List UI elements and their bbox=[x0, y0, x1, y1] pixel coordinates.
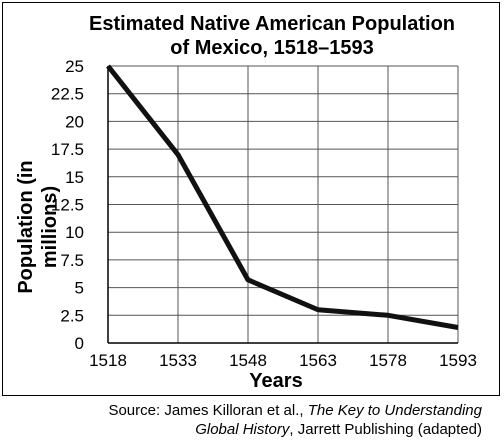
y-axis-label: Population (in millions) bbox=[14, 127, 62, 327]
source-suffix: , Jarrett Publishing (adapted) bbox=[289, 421, 482, 438]
y-tick-label: 5 bbox=[75, 279, 84, 298]
x-tick-label: 1533 bbox=[159, 351, 197, 370]
series-line bbox=[108, 66, 458, 327]
y-tick-label: 15 bbox=[65, 168, 84, 187]
source-line-1: Source: James Killoran et al., The Key t… bbox=[108, 401, 482, 420]
y-tick-label: 22.5 bbox=[51, 85, 84, 104]
x-tick-label: 1578 bbox=[369, 351, 407, 370]
y-tick-label: 20 bbox=[65, 112, 84, 131]
x-tick-label: 1548 bbox=[229, 351, 267, 370]
y-tick-label: 25 bbox=[65, 57, 84, 76]
y-tick-label: 7.5 bbox=[60, 251, 84, 270]
source-book-title-part-2: Global History bbox=[195, 421, 289, 438]
x-tick-label: 1563 bbox=[299, 351, 337, 370]
source-line-2: Global History, Jarrett Publishing (adap… bbox=[108, 420, 482, 439]
source-citation: Source: James Killoran et al., The Key t… bbox=[108, 401, 482, 439]
source-book-title-part-1: The Key to Understanding bbox=[308, 402, 482, 419]
source-prefix: Source: James Killoran et al., bbox=[108, 402, 307, 419]
x-axis-label: Years bbox=[0, 370, 504, 393]
x-tick-label: 1593 bbox=[439, 351, 477, 370]
y-tick-label: 2.5 bbox=[60, 306, 84, 325]
y-tick-label: 10 bbox=[65, 223, 84, 242]
y-tick-label: 0 bbox=[75, 334, 84, 353]
x-tick-label: 1518 bbox=[89, 351, 127, 370]
